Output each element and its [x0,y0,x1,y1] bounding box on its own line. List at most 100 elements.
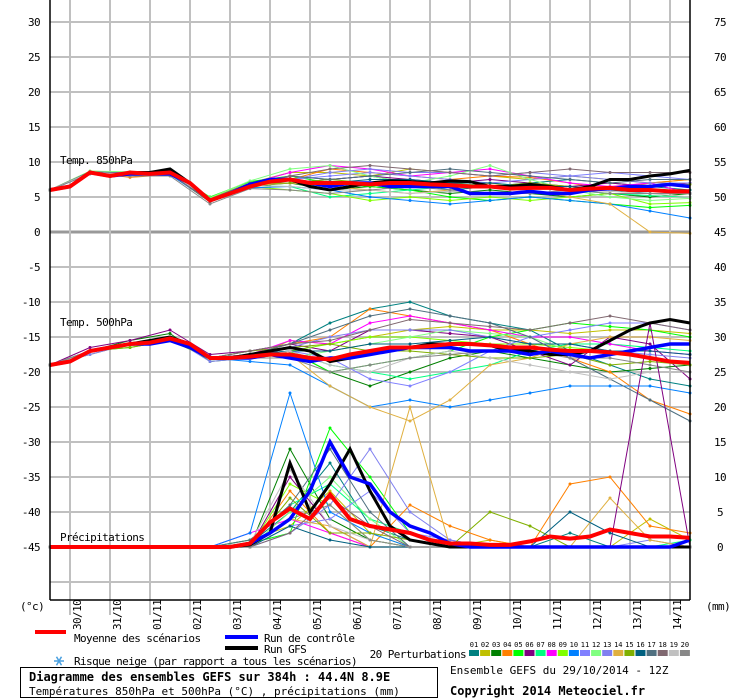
perturbation-2-swatch [480,650,491,656]
precip-mean-line [50,491,691,549]
t850-perturbation-point [568,199,572,202]
precip-perturbation-point [328,517,332,521]
left-tick-label: -40 [22,506,40,519]
precip-perturbation-point [328,475,332,479]
precip-perturbation-point [608,475,612,479]
t500-perturbation-point [608,377,612,381]
t850-perturbation-point [648,209,652,213]
perturbation-5-swatch [513,650,524,656]
t500-perturbation-point [448,339,452,342]
t850-perturbation-point [368,167,372,171]
right-tick-label: 20 [714,401,726,414]
precip-perturbation-point [568,531,572,535]
t500-perturbation-point [368,314,372,318]
t500-perturbation-point [128,339,132,342]
t500-perturbation-point [648,342,652,346]
right-tick-label: 0 [717,541,723,554]
t850-perturbation-point [368,178,372,181]
left-tick-label: 10 [28,156,40,169]
t850-perturbation-point [288,171,292,174]
precip-perturbation-point [288,447,292,451]
t850-perturbation-point [368,164,372,167]
precip-perturbation-point [368,475,372,479]
right-tick-label: 55 [714,156,726,169]
precip-perturbation-point [448,538,452,542]
perturbation-14-number: 14 [614,641,622,649]
left-tick-label: -20 [22,366,40,379]
t850-perturbation-point [448,174,452,178]
t500-perturbation-point [448,353,452,356]
label-t500: Temp. 500hPa [60,316,132,329]
perturbation-20-number: 20 [681,641,689,649]
t850-perturbation-point [368,188,372,192]
date-label: 09/11 [471,600,484,630]
t850-perturbation-point [328,192,332,195]
t850-perturbation-point [328,171,332,174]
precip-perturbation-point [248,531,252,535]
t500-perturbation-point [288,349,292,353]
precip-perturbation-point [288,496,292,500]
t850-perturbation-point [568,178,572,181]
precip-perturbation-point [408,545,412,549]
t500-perturbation-point [408,377,412,381]
t850-perturbation-point [568,185,572,188]
left-tick-label: -30 [22,436,40,449]
t850-perturbation-point [528,195,532,199]
precip-perturbation-point [648,538,652,542]
t500-perturbation-point [448,405,452,409]
legend-mean-label: Moyenne des scénarios [74,632,200,645]
t850-perturbation-point [648,171,652,174]
perturbation-5-number: 05 [514,641,522,649]
perturbation-2-number: 02 [481,641,489,649]
right-tick-label: 75 [714,16,726,29]
perturbation-13-number: 13 [603,641,611,649]
perturbation-20-swatch [679,650,690,656]
t850-perturbation-point [648,181,652,185]
t850-perturbation-point [528,171,532,174]
left-tick-label: 5 [34,191,40,204]
t500-perturbation-point [648,370,652,374]
left-tick-label: 0 [34,226,40,239]
t500-perturbation-point [368,307,372,311]
t500-perturbation-point [368,377,372,381]
right-tick-label: 40 [714,261,726,274]
snowflake-icon [54,656,64,666]
t850-perturbation-point [608,181,612,185]
t500-perturbation-point [368,405,372,409]
t500-perturbation-point [488,321,492,325]
t850-perturbation-point [488,174,492,178]
t850-perturbation-point [328,178,332,181]
perturbation-legend: 01 02 03 04 05 06 07 08 09 10 11 12 13 14 15 16 17 18 19 20 [469,641,690,656]
copyright: Copyright 2014 Meteociel.fr [450,684,646,698]
precip-perturbation-point [648,517,652,521]
t500-perturbation-point [408,328,412,332]
t500-perturbation-point [368,363,372,367]
date-label: 07/11 [391,600,404,630]
precip-perturbation-point [288,489,292,493]
perturbation-9-number: 09 [559,641,567,649]
perturbation-7-number: 07 [536,641,544,649]
perturbation-15-number: 15 [625,641,633,649]
perturbation-1-number: 01 [470,641,478,649]
right-tick-label: 10 [714,471,726,484]
left-tick-label: -5 [28,261,40,274]
right-tick-label: 70 [714,51,726,64]
t850-perturbation-point [648,192,652,195]
t850-perturbation-point [608,202,612,206]
t500-perturbation-point [368,321,372,325]
t500-perturbation-point [408,307,412,311]
precip-perturbation-point [528,524,532,528]
t850-perturbation-point [488,181,492,185]
t850-perturbation-point [208,202,212,206]
t850-perturbation-point [608,189,612,193]
t500-mean-line [49,336,691,367]
precip-perturbation-point [328,489,332,493]
t500-perturbation-point [448,321,452,325]
t850-perturbation-point [328,164,332,167]
t500-perturbation-point [248,360,252,363]
t850-perturbation-point [568,181,572,185]
perturbation-4-number: 04 [503,641,511,649]
t500-perturbation-point [408,384,412,388]
precip-perturbation-point [288,503,292,507]
precip-perturbation-point [368,517,372,521]
